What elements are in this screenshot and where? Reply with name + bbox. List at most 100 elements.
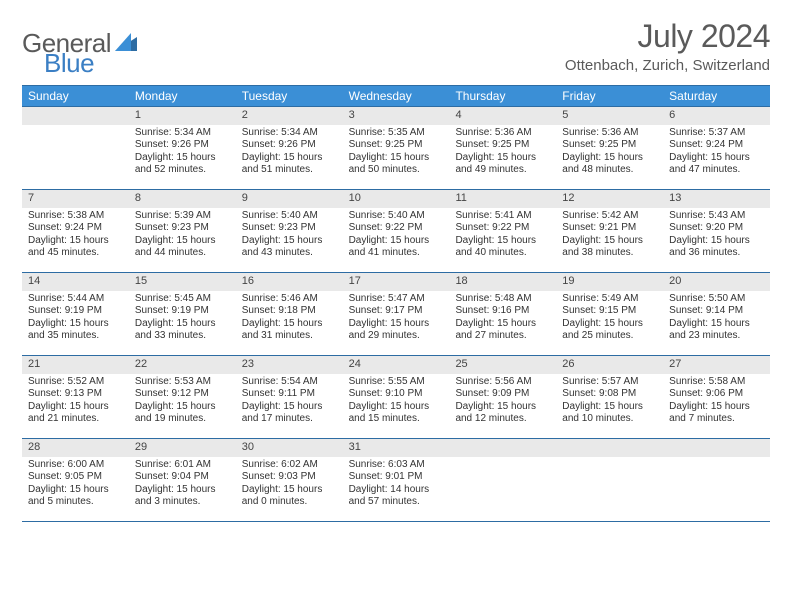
day-content: Sunrise: 5:37 AMSunset: 9:24 PMDaylight:…	[663, 125, 770, 181]
sunset-text: Sunset: 9:20 PM	[669, 222, 764, 235]
day-number: 31	[343, 439, 450, 457]
day-content: Sunrise: 5:44 AMSunset: 9:19 PMDaylight:…	[22, 291, 129, 347]
week-row: 1Sunrise: 5:34 AMSunset: 9:26 PMDaylight…	[22, 107, 770, 190]
day-content: Sunrise: 6:01 AMSunset: 9:04 PMDaylight:…	[129, 457, 236, 513]
sunrise-text: Sunrise: 6:00 AM	[28, 459, 123, 472]
daylight-text: Daylight: 14 hours and 57 minutes.	[349, 484, 444, 509]
sunrise-text: Sunrise: 5:55 AM	[349, 376, 444, 389]
day-number: 14	[22, 273, 129, 291]
day-content	[663, 457, 770, 463]
sunrise-text: Sunrise: 5:39 AM	[135, 210, 230, 223]
day-cell: 29Sunrise: 6:01 AMSunset: 9:04 PMDayligh…	[129, 439, 236, 521]
day-content: Sunrise: 5:55 AMSunset: 9:10 PMDaylight:…	[343, 374, 450, 430]
day-content: Sunrise: 5:36 AMSunset: 9:25 PMDaylight:…	[556, 125, 663, 181]
day-content: Sunrise: 5:42 AMSunset: 9:21 PMDaylight:…	[556, 208, 663, 264]
day-content: Sunrise: 5:50 AMSunset: 9:14 PMDaylight:…	[663, 291, 770, 347]
day-number: 20	[663, 273, 770, 291]
day-number: 4	[449, 107, 556, 125]
sunrise-text: Sunrise: 5:53 AM	[135, 376, 230, 389]
sunset-text: Sunset: 9:24 PM	[669, 139, 764, 152]
day-number: 16	[236, 273, 343, 291]
day-number	[449, 439, 556, 457]
sunset-text: Sunset: 9:12 PM	[135, 388, 230, 401]
sunset-text: Sunset: 9:26 PM	[135, 139, 230, 152]
daylight-text: Daylight: 15 hours and 40 minutes.	[455, 235, 550, 260]
day-content	[556, 457, 663, 463]
day-cell: 12Sunrise: 5:42 AMSunset: 9:21 PMDayligh…	[556, 190, 663, 272]
day-header: Friday	[556, 86, 663, 106]
sunset-text: Sunset: 9:09 PM	[455, 388, 550, 401]
day-cell	[556, 439, 663, 521]
day-content: Sunrise: 5:39 AMSunset: 9:23 PMDaylight:…	[129, 208, 236, 264]
week-row: 28Sunrise: 6:00 AMSunset: 9:05 PMDayligh…	[22, 439, 770, 522]
day-content: Sunrise: 5:40 AMSunset: 9:23 PMDaylight:…	[236, 208, 343, 264]
sunset-text: Sunset: 9:19 PM	[135, 305, 230, 318]
sunset-text: Sunset: 9:06 PM	[669, 388, 764, 401]
day-cell: 9Sunrise: 5:40 AMSunset: 9:23 PMDaylight…	[236, 190, 343, 272]
sunset-text: Sunset: 9:25 PM	[455, 139, 550, 152]
sunset-text: Sunset: 9:24 PM	[28, 222, 123, 235]
day-content: Sunrise: 5:53 AMSunset: 9:12 PMDaylight:…	[129, 374, 236, 430]
daylight-text: Daylight: 15 hours and 44 minutes.	[135, 235, 230, 260]
sunrise-text: Sunrise: 5:38 AM	[28, 210, 123, 223]
day-number: 10	[343, 190, 450, 208]
day-content: Sunrise: 5:45 AMSunset: 9:19 PMDaylight:…	[129, 291, 236, 347]
day-cell: 16Sunrise: 5:46 AMSunset: 9:18 PMDayligh…	[236, 273, 343, 355]
sunrise-text: Sunrise: 5:45 AM	[135, 293, 230, 306]
day-cell: 7Sunrise: 5:38 AMSunset: 9:24 PMDaylight…	[22, 190, 129, 272]
sunset-text: Sunset: 9:03 PM	[242, 471, 337, 484]
sunset-text: Sunset: 9:26 PM	[242, 139, 337, 152]
daylight-text: Daylight: 15 hours and 5 minutes.	[28, 484, 123, 509]
daylight-text: Daylight: 15 hours and 49 minutes.	[455, 152, 550, 177]
sunrise-text: Sunrise: 5:34 AM	[242, 127, 337, 140]
sunset-text: Sunset: 9:08 PM	[562, 388, 657, 401]
daylight-text: Daylight: 15 hours and 36 minutes.	[669, 235, 764, 260]
day-cell: 17Sunrise: 5:47 AMSunset: 9:17 PMDayligh…	[343, 273, 450, 355]
day-content: Sunrise: 6:02 AMSunset: 9:03 PMDaylight:…	[236, 457, 343, 513]
day-content: Sunrise: 5:38 AMSunset: 9:24 PMDaylight:…	[22, 208, 129, 264]
sunrise-text: Sunrise: 5:37 AM	[669, 127, 764, 140]
daylight-text: Daylight: 15 hours and 21 minutes.	[28, 401, 123, 426]
daylight-text: Daylight: 15 hours and 47 minutes.	[669, 152, 764, 177]
sunrise-text: Sunrise: 5:34 AM	[135, 127, 230, 140]
day-content: Sunrise: 5:43 AMSunset: 9:20 PMDaylight:…	[663, 208, 770, 264]
day-cell: 3Sunrise: 5:35 AMSunset: 9:25 PMDaylight…	[343, 107, 450, 189]
daylight-text: Daylight: 15 hours and 41 minutes.	[349, 235, 444, 260]
day-content	[22, 125, 129, 131]
sunrise-text: Sunrise: 5:49 AM	[562, 293, 657, 306]
day-number: 17	[343, 273, 450, 291]
day-number: 28	[22, 439, 129, 457]
day-cell: 6Sunrise: 5:37 AMSunset: 9:24 PMDaylight…	[663, 107, 770, 189]
week-row: 21Sunrise: 5:52 AMSunset: 9:13 PMDayligh…	[22, 356, 770, 439]
sunset-text: Sunset: 9:21 PM	[562, 222, 657, 235]
sunset-text: Sunset: 9:13 PM	[28, 388, 123, 401]
sunset-text: Sunset: 9:23 PM	[242, 222, 337, 235]
day-cell	[22, 107, 129, 189]
day-content: Sunrise: 5:36 AMSunset: 9:25 PMDaylight:…	[449, 125, 556, 181]
sunset-text: Sunset: 9:18 PM	[242, 305, 337, 318]
day-number: 7	[22, 190, 129, 208]
day-cell: 1Sunrise: 5:34 AMSunset: 9:26 PMDaylight…	[129, 107, 236, 189]
sunrise-text: Sunrise: 5:43 AM	[669, 210, 764, 223]
day-cell: 11Sunrise: 5:41 AMSunset: 9:22 PMDayligh…	[449, 190, 556, 272]
day-cell: 18Sunrise: 5:48 AMSunset: 9:16 PMDayligh…	[449, 273, 556, 355]
day-number: 9	[236, 190, 343, 208]
daylight-text: Daylight: 15 hours and 10 minutes.	[562, 401, 657, 426]
day-content	[449, 457, 556, 463]
sunset-text: Sunset: 9:04 PM	[135, 471, 230, 484]
day-number: 5	[556, 107, 663, 125]
day-content: Sunrise: 5:52 AMSunset: 9:13 PMDaylight:…	[22, 374, 129, 430]
daylight-text: Daylight: 15 hours and 31 minutes.	[242, 318, 337, 343]
day-cell: 25Sunrise: 5:56 AMSunset: 9:09 PMDayligh…	[449, 356, 556, 438]
daylight-text: Daylight: 15 hours and 29 minutes.	[349, 318, 444, 343]
daylight-text: Daylight: 15 hours and 12 minutes.	[455, 401, 550, 426]
day-number	[663, 439, 770, 457]
day-number: 6	[663, 107, 770, 125]
day-cell: 30Sunrise: 6:02 AMSunset: 9:03 PMDayligh…	[236, 439, 343, 521]
daylight-text: Daylight: 15 hours and 43 minutes.	[242, 235, 337, 260]
sunset-text: Sunset: 9:01 PM	[349, 471, 444, 484]
day-cell: 23Sunrise: 5:54 AMSunset: 9:11 PMDayligh…	[236, 356, 343, 438]
sunrise-text: Sunrise: 5:41 AM	[455, 210, 550, 223]
day-header: Sunday	[22, 86, 129, 106]
day-content: Sunrise: 5:58 AMSunset: 9:06 PMDaylight:…	[663, 374, 770, 430]
